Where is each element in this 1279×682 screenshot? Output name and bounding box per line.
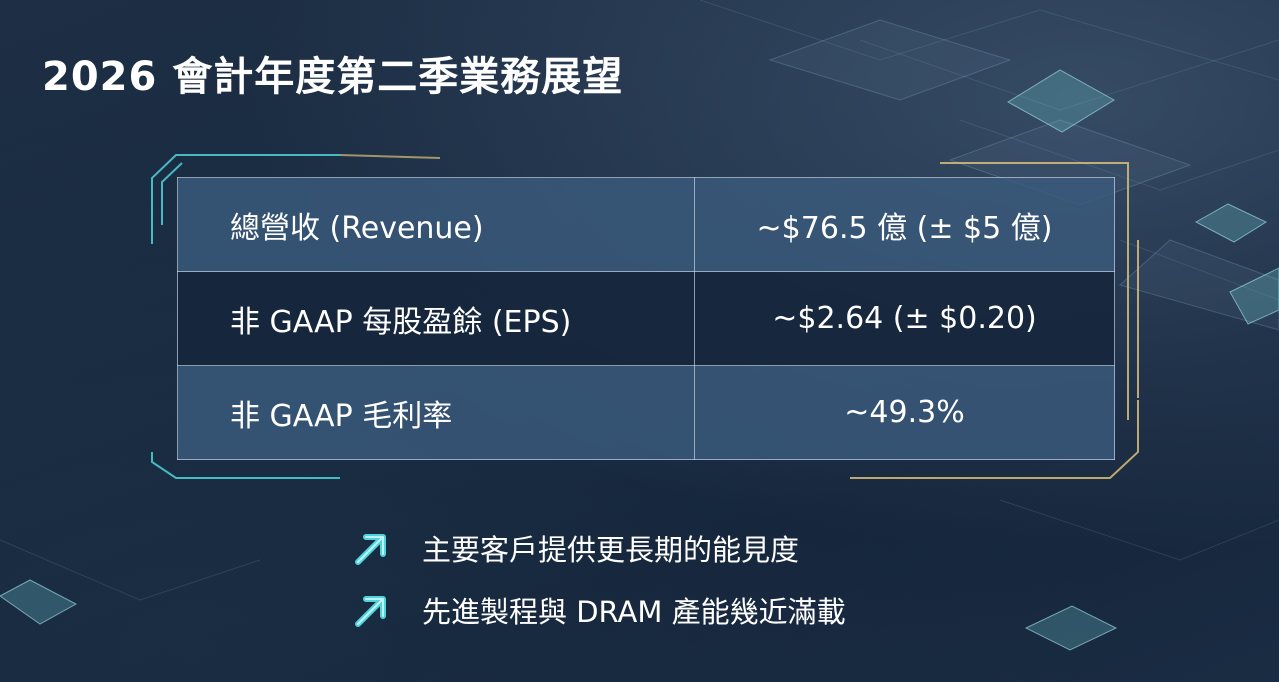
eps-value: ~$2.64 (± $0.20)	[694, 271, 1115, 366]
highlight-item: 主要客戶提供更長期的能見度	[352, 522, 846, 574]
arrow-up-right-icon	[355, 534, 386, 565]
page-title: 2026 會計年度第二季業務展望	[42, 54, 624, 100]
gross-margin-value: ~49.3%	[694, 365, 1115, 460]
revenue-value: ~$76.5 億 (± $5 億)	[694, 177, 1115, 272]
guidance-table: 總營收 (Revenue) ~$76.5 億 (± $5 億) 非 GAAP 每…	[177, 177, 1115, 460]
table-row-revenue: 總營收 (Revenue) ~$76.5 億 (± $5 億)	[177, 177, 1115, 272]
highlights-list: 主要客戶提供更長期的能見度 先進製程與 DRAM 產能幾近滿載	[352, 522, 846, 646]
highlight-item: 先進製程與 DRAM 產能幾近滿載	[352, 584, 846, 636]
highlight-text: 先進製程與 DRAM 產能幾近滿載	[422, 595, 846, 629]
highlight-text: 主要客戶提供更長期的能見度	[422, 533, 800, 567]
table-row-gross-margin: 非 GAAP 毛利率 ~49.3%	[177, 365, 1115, 460]
arrow-up-right-icon	[355, 596, 386, 627]
table-row-eps: 非 GAAP 每股盈餘 (EPS) ~$2.64 (± $0.20)	[177, 271, 1115, 366]
gross-margin-label: 非 GAAP 毛利率	[177, 365, 695, 460]
revenue-label: 總營收 (Revenue)	[177, 177, 695, 272]
eps-label: 非 GAAP 每股盈餘 (EPS)	[177, 271, 695, 366]
